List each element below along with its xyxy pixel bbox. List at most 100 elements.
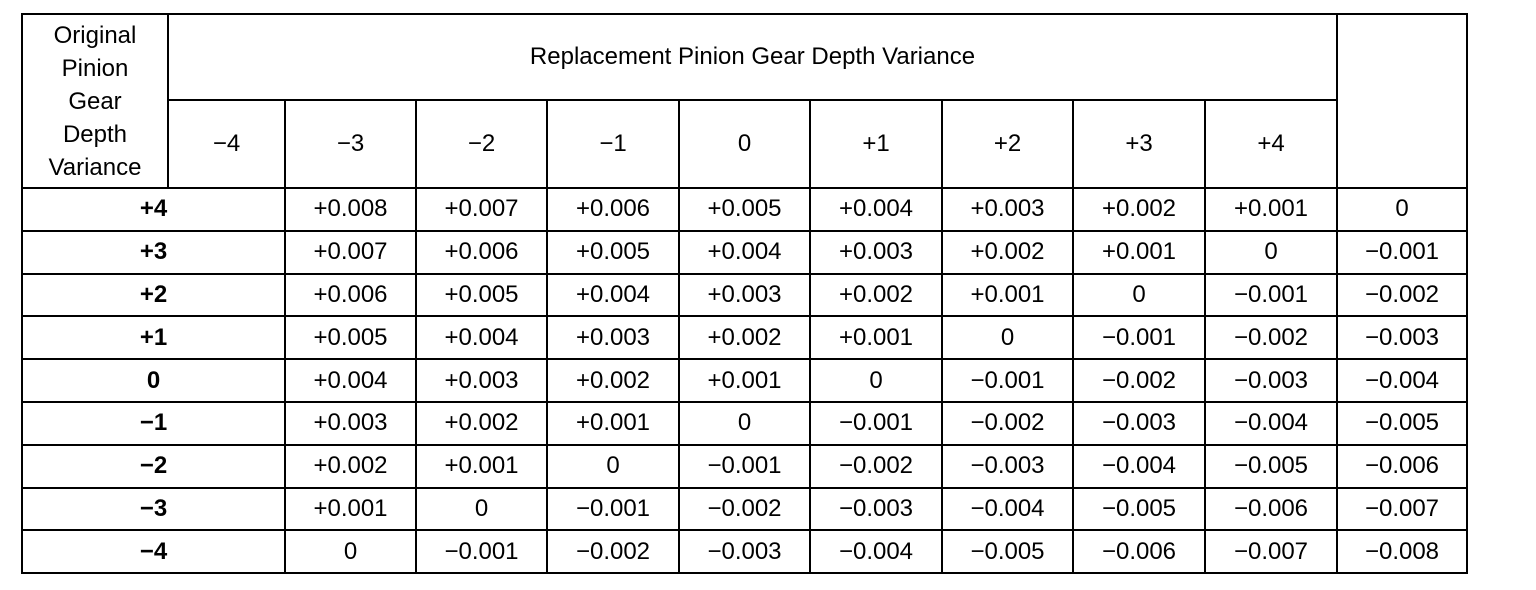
- table-cell: +0.002: [416, 402, 547, 445]
- table-cell: −0.004: [1337, 359, 1467, 402]
- table-cell: +0.005: [547, 230, 679, 274]
- table-cell: +0.001: [942, 273, 1073, 317]
- table-cell: −0.007: [1337, 487, 1467, 531]
- table-cell: −0.005: [942, 530, 1073, 574]
- table-cell: +0.002: [1073, 188, 1205, 231]
- table-cell: +0.005: [679, 188, 810, 231]
- table-cell: +0.007: [285, 230, 416, 274]
- table-cell: −0.002: [547, 530, 679, 574]
- row-label: −2: [22, 444, 285, 488]
- table-cell: +0.002: [547, 359, 679, 402]
- column-header: +3: [1073, 100, 1205, 188]
- table-cell: −0.002: [1337, 273, 1467, 317]
- table-cell: −0.007: [1205, 530, 1337, 574]
- row-label: −4: [22, 530, 285, 574]
- table-cell: +0.001: [810, 316, 942, 360]
- table-cell: −0.001: [1337, 230, 1467, 274]
- table-cell: +0.002: [810, 273, 942, 317]
- table-cell: −0.002: [1073, 359, 1205, 402]
- column-header: −1: [547, 100, 679, 188]
- table-cell: +0.003: [416, 359, 547, 402]
- table-cell: +0.006: [547, 188, 679, 231]
- column-header: −3: [285, 100, 416, 188]
- table-cell: +0.002: [679, 316, 810, 360]
- table-cell: −0.001: [679, 444, 810, 488]
- table-cell: −0.002: [679, 487, 810, 531]
- table-cell: +0.003: [547, 316, 679, 360]
- table-cell: −0.004: [942, 487, 1073, 531]
- table-cell: +0.003: [679, 273, 810, 317]
- table-cell: −0.005: [1073, 487, 1205, 531]
- table-cell: +0.001: [547, 402, 679, 445]
- table-cell: +0.001: [1205, 188, 1337, 231]
- table-cell: −0.006: [1337, 444, 1467, 488]
- table-cell: +0.004: [285, 359, 416, 402]
- table-cell: −0.006: [1073, 530, 1205, 574]
- table-cell: −0.002: [942, 402, 1073, 445]
- table-cell: +0.004: [679, 230, 810, 274]
- table-cell: 0: [547, 444, 679, 488]
- row-label: +1: [22, 316, 285, 360]
- table-cell: −0.008: [1337, 530, 1467, 574]
- row-label: −1: [22, 402, 285, 445]
- row-label: +4: [22, 188, 285, 231]
- corner-label: Original Pinion Gear Depth Variance: [22, 14, 168, 188]
- table-cell: −0.002: [1205, 316, 1337, 360]
- table-cell: −0.001: [1073, 316, 1205, 360]
- table-cell: +0.006: [285, 273, 416, 317]
- table-cell: 0: [810, 359, 942, 402]
- column-header: +4: [1205, 100, 1337, 188]
- table-cell: +0.004: [416, 316, 547, 360]
- table-cell: +0.002: [942, 230, 1073, 274]
- column-header: −4: [168, 100, 285, 188]
- column-header: +2: [942, 100, 1073, 188]
- table-cell: 0: [942, 316, 1073, 360]
- table-cell: −0.001: [547, 487, 679, 531]
- table-cell: 0: [679, 402, 810, 445]
- table-cell: +0.006: [416, 230, 547, 274]
- table-cell: +0.001: [679, 359, 810, 402]
- row-label: −3: [22, 487, 285, 531]
- table-cell: +0.001: [416, 444, 547, 488]
- table-cell: −0.003: [810, 487, 942, 531]
- table-cell: +0.004: [810, 188, 942, 231]
- table-cell: +0.005: [285, 316, 416, 360]
- table-cell: +0.001: [285, 487, 416, 531]
- table-cell: −0.005: [1337, 402, 1467, 445]
- table-cell: −0.003: [942, 444, 1073, 488]
- column-header: 0: [679, 100, 810, 188]
- row-label: +2: [22, 273, 285, 317]
- table-cell: −0.003: [1205, 359, 1337, 402]
- table-cell: +0.003: [285, 402, 416, 445]
- table-cell: +0.005: [416, 273, 547, 317]
- table-cell: −0.004: [1205, 402, 1337, 445]
- table-cell: +0.002: [285, 444, 416, 488]
- table-cell: 0: [416, 487, 547, 531]
- column-header: +1: [810, 100, 942, 188]
- table-cell: −0.003: [1073, 402, 1205, 445]
- table-cell: −0.001: [942, 359, 1073, 402]
- table-cell: 0: [1073, 273, 1205, 317]
- table-cell: +0.003: [810, 230, 942, 274]
- table-cell: −0.004: [1073, 444, 1205, 488]
- row-label: 0: [22, 359, 285, 402]
- table-cell: −0.002: [810, 444, 942, 488]
- table-cell: −0.006: [1205, 487, 1337, 531]
- table-cell: −0.001: [1205, 273, 1337, 317]
- table-cell: 0: [1205, 230, 1337, 274]
- table-cell: −0.005: [1205, 444, 1337, 488]
- table-cell: −0.001: [810, 402, 942, 445]
- row-label: +3: [22, 230, 285, 274]
- header-blank: [1337, 14, 1467, 188]
- header-title: Replacement Pinion Gear Depth Variance: [168, 14, 1337, 100]
- table-cell: −0.004: [810, 530, 942, 574]
- table-cell: −0.003: [679, 530, 810, 574]
- table-cell: 0: [1337, 188, 1467, 231]
- table-cell: +0.007: [416, 188, 547, 231]
- table-cell: −0.003: [1337, 316, 1467, 360]
- column-header: −2: [416, 100, 547, 188]
- table-cell: +0.008: [285, 188, 416, 231]
- table-cell: +0.004: [547, 273, 679, 317]
- table-cell: +0.003: [942, 188, 1073, 231]
